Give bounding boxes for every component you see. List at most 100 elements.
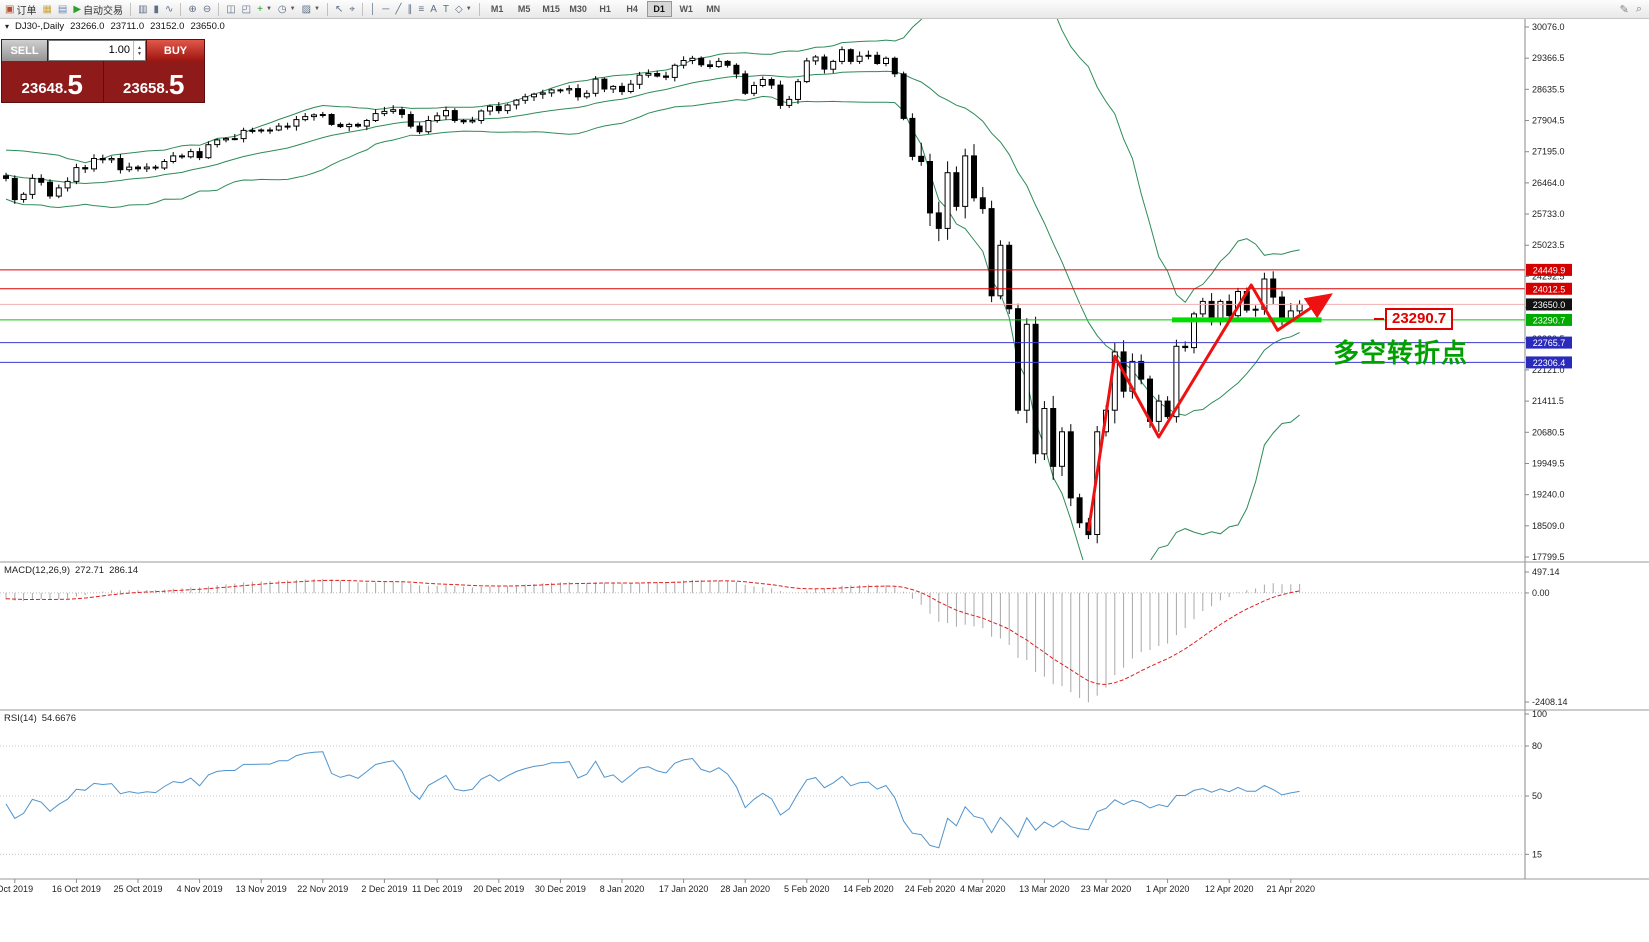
label-button[interactable]: T — [440, 2, 452, 17]
candlesticks — [3, 46, 1303, 544]
spinner-up-icon[interactable]: ▲ — [137, 44, 142, 51]
dropdown-arrow-icon[interactable]: ▼ — [465, 6, 472, 12]
trendline-button[interactable]: ╱ — [392, 2, 404, 17]
volume-field[interactable]: 1.00 ▲ ▼ — [48, 40, 146, 61]
timeframe-mn-label: MN — [706, 4, 721, 14]
price-scale-label: 27195.0 — [1532, 147, 1565, 157]
text-icon: A — [430, 3, 437, 15]
sell-price-main: 23648 — [21, 79, 64, 97]
text-button[interactable]: A — [427, 2, 440, 17]
toolbar-separator — [362, 2, 364, 16]
zoom-out-button[interactable]: ⊖ — [200, 2, 214, 17]
macd-axis-label: -2408.14 — [1532, 697, 1568, 707]
indicators-icon: + — [257, 3, 263, 15]
channel-button[interactable]: ∥ — [404, 2, 415, 17]
date-label: 17 Jan 2020 — [659, 884, 709, 894]
charts-window-button[interactable]: ▦ — [39, 2, 54, 17]
indicators-button[interactable]: + ▼ — [254, 2, 275, 17]
rsi-line — [5, 751, 1300, 849]
chart-low-value: 23152.0 — [150, 21, 185, 32]
timeframe-m5-button[interactable]: M5 — [512, 1, 537, 17]
date-label: 13 Mar 2020 — [1019, 884, 1070, 894]
buy-price-dot: . — [164, 79, 169, 97]
date-label: 12 Apr 2020 — [1205, 884, 1254, 894]
date-label: 11 Dec 2019 — [412, 884, 462, 894]
dropdown-arrow-icon[interactable]: ▼ — [265, 6, 272, 12]
date-label: 16 Oct 2019 — [52, 884, 101, 894]
sell-price[interactable]: 23648. 5 — [2, 61, 103, 102]
edit-icon[interactable]: ✎ — [1619, 3, 1629, 16]
price-tag-24449.9 — [1526, 263, 1572, 276]
date-label: 24 Feb 2020 — [905, 884, 956, 894]
crosshair-icon: ⌖ — [349, 3, 356, 15]
date-label: 8 Jan 2020 — [600, 884, 645, 894]
date-label: 20 Dec 2019 — [473, 884, 524, 894]
timeframe-m1-button[interactable]: M1 — [485, 1, 510, 17]
tile-windows-button[interactable]: ◫ — [223, 2, 238, 17]
bollinger-lower-band — [5, 95, 1300, 560]
line-chart-button[interactable]: ∿ — [162, 2, 176, 17]
price-scale-label: 26464.0 — [1532, 178, 1565, 188]
timeframe-h4-label: H4 — [626, 4, 638, 14]
volume-value[interactable]: 1.00 — [108, 44, 130, 56]
macd-main-value: 272.71 — [75, 565, 105, 576]
dropdown-arrow-icon[interactable]: ▼ — [314, 6, 320, 12]
price-flag-annotation[interactable]: 23290.7 — [1374, 308, 1454, 330]
price-tag-text: 23290.7 — [1533, 315, 1566, 325]
price-flag-value[interactable]: 23290.7 — [1385, 308, 1454, 330]
date-label: Oct 2019 — [0, 884, 33, 894]
horizontal-line-icon: ─ — [382, 3, 390, 15]
timeframe-w1-label: W1 — [679, 4, 693, 14]
zoom-in-button[interactable]: ⊕ — [185, 2, 199, 17]
price-scale-label: 27904.5 — [1532, 116, 1565, 126]
charts-window-icon: ▦ — [42, 3, 52, 15]
buy-button[interactable]: BUY — [146, 40, 204, 61]
crosshair-button[interactable]: ⌖ — [346, 2, 358, 17]
vertical-line-button[interactable]: │ — [367, 2, 379, 17]
cursor-button[interactable]: ↖ — [332, 2, 346, 17]
horizontal-line-button[interactable]: ─ — [379, 2, 392, 17]
timeframe-m30-button[interactable]: M30 — [566, 1, 591, 17]
search-icon[interactable]: ⌕ — [1635, 2, 1642, 15]
price-scale-label: 29366.5 — [1532, 53, 1565, 63]
timeframe-mn-button[interactable]: MN — [701, 1, 726, 17]
timeframe-h1-button[interactable]: H1 — [593, 1, 618, 17]
bar-chart-button[interactable]: ▥ — [135, 2, 150, 17]
templates-button[interactable]: ▨ ▼ — [299, 2, 323, 17]
autotrading-button[interactable]: ▶ 自动交易 — [70, 2, 126, 17]
price-tag-text: 22306.4 — [1533, 358, 1566, 368]
shapes-button[interactable]: ◇ ▼ — [452, 2, 475, 17]
sell-button[interactable]: SELL — [2, 40, 48, 61]
new-order-button-label: 订单 — [16, 5, 37, 17]
candlestick-chart-button[interactable]: ▮ — [151, 2, 163, 17]
price-scale-label: 25733.0 — [1532, 209, 1565, 219]
timeframe-h1-label: H1 — [599, 4, 611, 14]
price-scale-label: 25023.5 — [1532, 240, 1565, 250]
timeframe-h4-button[interactable]: H4 — [620, 1, 645, 17]
profiles-button[interactable]: ▤ — [55, 2, 70, 17]
buy-price[interactable]: 23658. 5 — [102, 61, 205, 102]
date-label: 22 Nov 2019 — [297, 884, 348, 894]
fibonacci-button[interactable]: ≡ — [415, 2, 427, 17]
cascade-windows-button[interactable]: ◰ — [239, 2, 254, 17]
dropdown-arrow-icon[interactable]: ▼ — [289, 6, 296, 12]
timeframe-m15-button[interactable]: M15 — [539, 1, 564, 17]
volume-spinner[interactable]: ▲ ▼ — [133, 41, 145, 60]
buy-price-big-digit: 5 — [168, 69, 185, 101]
new-order-button[interactable]: ▣ 订单 — [2, 2, 39, 17]
trend-arrow[interactable] — [1086, 283, 1333, 532]
price-scale-label: 28635.5 — [1532, 84, 1565, 94]
chart-symbol-period: DJ30-,Daily — [15, 21, 65, 32]
price-scale-label: 17799.5 — [1532, 552, 1565, 562]
chart-title: ▾ DJ30-,Daily 23266.0 23711.0 23152.0 23… — [5, 21, 225, 32]
timeframe-d1-button[interactable]: D1 — [646, 1, 672, 17]
rsi-name: RSI(14) — [4, 713, 37, 724]
flag-dash — [1374, 318, 1384, 320]
turning-point-note[interactable]: 多空转折点 — [1333, 339, 1469, 369]
timeframe-w1-button[interactable]: W1 — [674, 1, 699, 17]
macd-axis-label: 497.14 — [1532, 567, 1560, 577]
spinner-down-icon[interactable]: ▼ — [137, 50, 142, 57]
periods-button[interactable]: ◷ ▼ — [275, 2, 299, 17]
one-click-panel-toggle-icon[interactable]: ▾ — [5, 22, 10, 31]
